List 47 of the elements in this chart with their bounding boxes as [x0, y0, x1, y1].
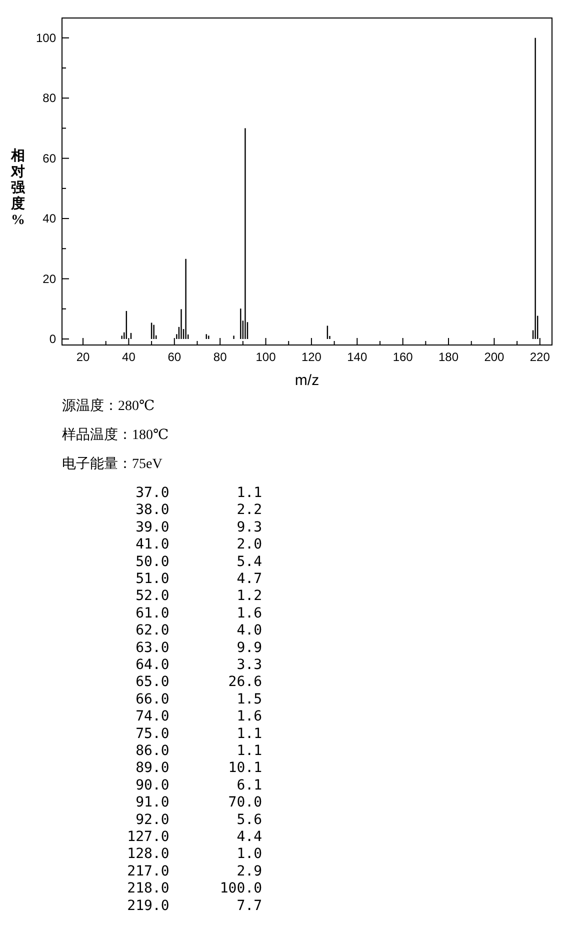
- text: 41.0 2.0: [127, 536, 262, 553]
- text: 62.0 4.0: [127, 622, 262, 639]
- text: 50.0 5.4: [127, 554, 262, 570]
- text: 86.0 1.1: [127, 743, 262, 759]
- x-tick-label: 220: [530, 350, 550, 364]
- text: 52.0 1.2: [127, 588, 262, 604]
- text: 65.0 26.6: [127, 674, 262, 690]
- x-axis-title: m/z: [294, 372, 320, 389]
- x-tick-label: 100: [256, 350, 276, 364]
- text: 92.0 5.6: [127, 812, 262, 828]
- x-tick-label: 140: [347, 350, 368, 364]
- x-tick-label: 180: [438, 350, 459, 364]
- text: 217.0 2.9: [127, 863, 262, 880]
- text: 74.0 1.6: [127, 708, 262, 725]
- text: 90.0 6.1: [127, 777, 262, 794]
- text: 38.0 2.2: [127, 502, 262, 518]
- y-tick-label: 20: [42, 272, 56, 286]
- text: 219.0 7.7: [127, 898, 262, 914]
- text: 39.0 9.3: [127, 519, 262, 536]
- text: 64.0 3.3: [127, 657, 262, 673]
- text: 66.0 1.5: [127, 691, 262, 708]
- text: 37.0 1.1: [127, 485, 262, 501]
- text: 218.0 100.0: [127, 880, 262, 897]
- y-axis-title: 相对强度%: [10, 148, 26, 228]
- x-tick-label: 20: [76, 350, 90, 364]
- x-tick-label: 80: [213, 350, 228, 364]
- text: 61.0 1.6: [127, 605, 262, 622]
- y-tick-label: 80: [42, 91, 56, 106]
- y-tick-label: 100: [36, 30, 56, 45]
- text: 127.0 4.4: [127, 829, 262, 845]
- text: 75.0 1.1: [127, 726, 262, 742]
- text: 89.0 10.1: [127, 760, 262, 776]
- y-tick-label: 40: [42, 212, 56, 226]
- text: 128.0 1.0: [127, 846, 262, 862]
- x-tick-label: 200: [484, 350, 505, 364]
- x-tick-label: 60: [168, 350, 182, 364]
- text: 91.0 70.0: [127, 794, 262, 811]
- text: 样品温度：180℃: [62, 427, 169, 443]
- y-tick-label: 0: [49, 332, 56, 346]
- text: 63.0 9.9: [127, 640, 262, 656]
- y-tick-label: 60: [42, 151, 56, 166]
- text: 电子能量：75eV: [62, 456, 162, 472]
- x-tick-label: 40: [122, 350, 136, 364]
- x-tick-label: 120: [301, 350, 322, 364]
- text: 51.0 4.7: [127, 571, 262, 587]
- x-tick-label: 160: [392, 350, 414, 364]
- text: 源温度：280℃: [62, 398, 155, 414]
